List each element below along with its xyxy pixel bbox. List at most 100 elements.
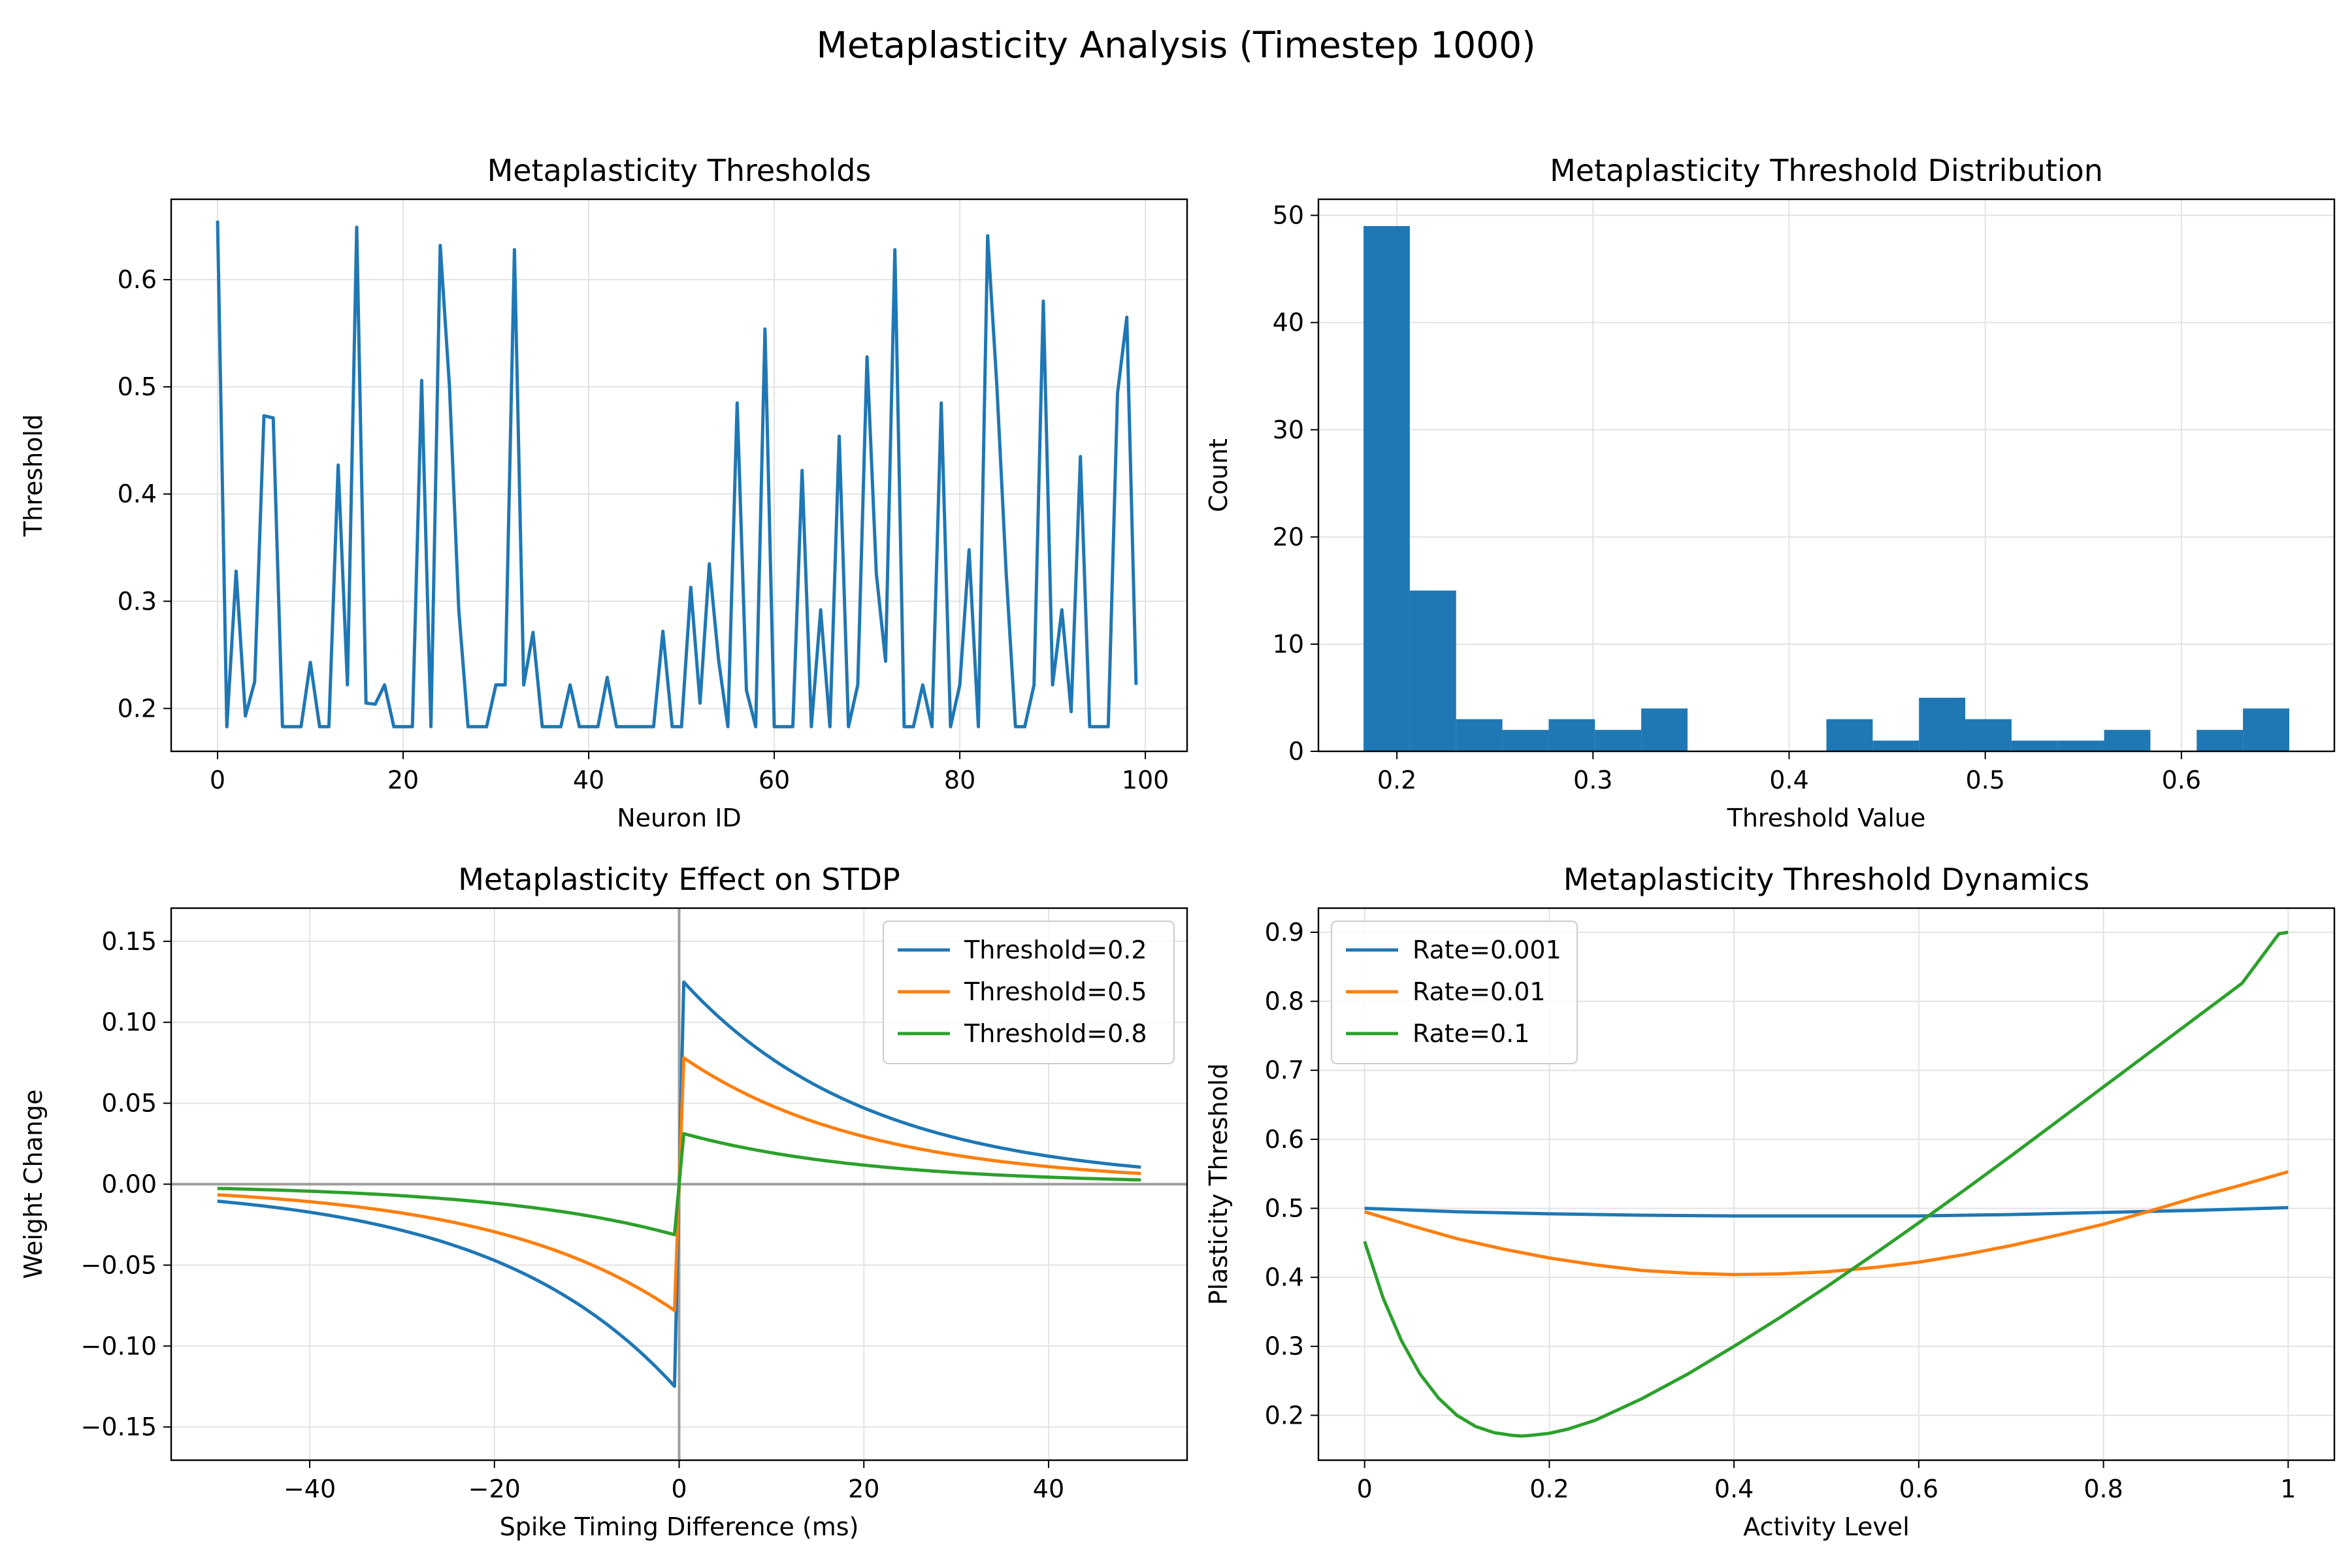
histogram-bar bbox=[1409, 590, 1456, 751]
y-tick-label: 20 bbox=[1273, 523, 1304, 551]
x-tick-label: 0.4 bbox=[1714, 1475, 1754, 1503]
y-tick-label: 0.05 bbox=[101, 1089, 157, 1118]
histogram-bar bbox=[2057, 740, 2104, 751]
dynamics-line bbox=[1363, 930, 2289, 1438]
histogram-bar bbox=[1872, 740, 1919, 751]
y-axis-label: Count bbox=[1204, 438, 1233, 512]
histogram-bar bbox=[1641, 708, 1688, 751]
y-tick-label: 0.2 bbox=[118, 694, 157, 723]
histogram-bar bbox=[1826, 719, 1873, 751]
x-tick-label: 0.5 bbox=[1965, 766, 2004, 794]
subplot-4: 0 0.2 0.4 0.6 0.8 1 0.2 0.3 0.4 0.5 0.6 0.7 0.8 0.9 Ra… bbox=[1204, 862, 2336, 1541]
x-tick-label: 0 bbox=[1357, 1475, 1373, 1503]
subplot-3: −40 −20 0 20 40 −0.15 −0.10 −0.05 0.00 0.05 0.10 0.… bbox=[19, 862, 1188, 1541]
histogram-bar bbox=[2011, 740, 2058, 751]
legend-entry: Rate=0.1 bbox=[1413, 1019, 1529, 1048]
histogram-bar bbox=[2243, 708, 2289, 751]
y-tick-label: 0.5 bbox=[118, 372, 157, 401]
x-tick-label: 0 bbox=[210, 766, 225, 794]
x-tick-label: 0 bbox=[671, 1475, 687, 1503]
y-tick-label: 0.3 bbox=[118, 587, 157, 615]
legend-box bbox=[883, 921, 1175, 1064]
x-axis-label: Spike Timing Difference (ms) bbox=[500, 1512, 859, 1541]
histogram-bar bbox=[1919, 697, 1966, 751]
y-tick-label: 0.8 bbox=[1265, 987, 1304, 1016]
y-tick-label: 0 bbox=[1288, 737, 1304, 766]
legend-entry: Rate=0.001 bbox=[1413, 936, 1561, 964]
y-axis-label: Threshold bbox=[19, 414, 48, 537]
y-tick-label: 0.5 bbox=[1265, 1194, 1304, 1222]
ticks: 0.2 0.3 0.4 0.5 0.6 0 10 20 30 40 50 bbox=[1273, 201, 2201, 794]
subplots: 0 20 40 60 80 1000.20.30.40.50.6Metaplasticit… bbox=[19, 153, 2336, 1541]
y-tick-label: 0.2 bbox=[1265, 1401, 1304, 1429]
legend-entry: Rate=0.01 bbox=[1413, 977, 1546, 1006]
x-axis-label: Neuron ID bbox=[617, 804, 742, 832]
histogram-bar bbox=[2197, 730, 2244, 751]
histogram-bar bbox=[1364, 226, 1410, 751]
y-tick-label: 30 bbox=[1273, 416, 1304, 444]
dynamics-line bbox=[1364, 1170, 2289, 1277]
x-tick-label: 1 bbox=[2280, 1475, 2296, 1503]
x-tick-label: 20 bbox=[387, 766, 419, 794]
histogram-bar bbox=[2104, 730, 2151, 751]
figure-title: Metaplasticity Analysis (Timestep 1000) bbox=[816, 24, 1535, 66]
ticks: 0 20 40 60 80 100 0.2 0.3 0.4 0.5 0.6 bbox=[118, 265, 1169, 794]
y-tick-label: 0.15 bbox=[101, 927, 157, 956]
stdp-line bbox=[217, 1132, 1141, 1237]
y-axis-label: Plasticity Threshold bbox=[1204, 1063, 1233, 1305]
legend: Threshold=0.2 Threshold=0.5 Threshold=0.8 bbox=[883, 921, 1175, 1064]
subplot-1: 0 20 40 60 80 100 0.2 0.3 0.4 0.5 0.6 Metaplasticit… bbox=[19, 153, 1188, 832]
axes-frame bbox=[170, 198, 1188, 753]
x-tick-label: 0.2 bbox=[1529, 1475, 1569, 1503]
y-tick-label: 0.7 bbox=[1265, 1056, 1304, 1085]
axes-frame bbox=[170, 907, 1188, 1462]
x-tick-label: 60 bbox=[759, 766, 790, 794]
y-tick-label: 0.3 bbox=[1265, 1332, 1304, 1361]
x-tick-label: 0.3 bbox=[1573, 766, 1612, 794]
y-tick-label: −0.10 bbox=[81, 1331, 157, 1360]
y-tick-label: 0.00 bbox=[101, 1170, 157, 1199]
x-axis-label: Activity Level bbox=[1743, 1512, 1910, 1541]
y-axis-label: Weight Change bbox=[19, 1090, 48, 1279]
axes-frame bbox=[1317, 198, 2336, 753]
legend-entry: Threshold=0.2 bbox=[964, 936, 1147, 964]
y-tick-label: 0.6 bbox=[1265, 1125, 1304, 1154]
legend-entry: Threshold=0.8 bbox=[964, 1019, 1147, 1048]
ticks: −40 −20 0 20 40 −0.15 −0.10 −0.05 0.00 0.05 0.10 0.… bbox=[81, 927, 1065, 1503]
legend-entry: Threshold=0.5 bbox=[964, 977, 1147, 1006]
y-tick-label: −0.15 bbox=[81, 1413, 157, 1441]
x-axis-label: Threshold Value bbox=[1727, 804, 1926, 832]
dynamics-line bbox=[1364, 1205, 2289, 1218]
legend-box bbox=[1331, 921, 1578, 1064]
histogram-bar bbox=[1548, 719, 1595, 751]
y-tick-label: 40 bbox=[1273, 308, 1304, 337]
subplot-title: Metaplasticity Threshold Dynamics bbox=[1563, 862, 2089, 897]
y-tick-label: 0.6 bbox=[118, 265, 157, 294]
x-tick-label: 80 bbox=[944, 766, 975, 794]
axes-frame bbox=[1317, 907, 2336, 1462]
histogram-bar bbox=[1965, 719, 2012, 751]
y-tick-label: 0.9 bbox=[1265, 918, 1304, 947]
x-tick-label: −40 bbox=[284, 1475, 336, 1503]
x-tick-label: 40 bbox=[573, 766, 604, 794]
x-tick-label: 40 bbox=[1033, 1475, 1064, 1503]
subplot-2: 0.2 0.3 0.4 0.5 0.6 0 10 20 30 40 50 Metaplasticity… bbox=[1204, 153, 2336, 832]
x-tick-label: 0.4 bbox=[1769, 766, 1808, 794]
y-tick-label: −0.05 bbox=[81, 1250, 157, 1279]
threshold-line bbox=[216, 220, 1138, 728]
y-tick-label: 50 bbox=[1273, 201, 1304, 230]
x-tick-label: −20 bbox=[468, 1475, 521, 1503]
x-tick-label: 0.2 bbox=[1377, 766, 1416, 794]
x-tick-label: 20 bbox=[848, 1475, 879, 1503]
histogram-bar bbox=[1502, 730, 1549, 751]
histogram-bar bbox=[1595, 730, 1642, 751]
histogram-bar bbox=[1456, 719, 1503, 751]
grid bbox=[1318, 908, 2334, 1460]
subplot-title: Metaplasticity Thresholds bbox=[487, 153, 872, 188]
y-tick-label: 10 bbox=[1273, 630, 1304, 659]
x-tick-label: 100 bbox=[1122, 766, 1169, 794]
histogram-bars bbox=[1364, 226, 2289, 751]
y-tick-label: 0.4 bbox=[1265, 1263, 1304, 1292]
